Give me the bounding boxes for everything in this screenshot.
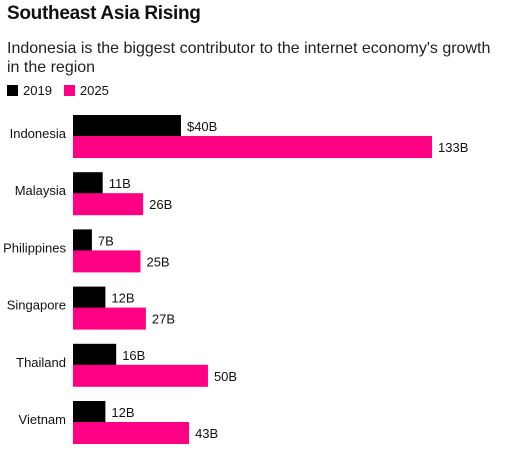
data-label-vietnam-2025: 43B [195, 426, 218, 441]
category-label-vietnam: Vietnam [19, 412, 66, 427]
legend-item-2025: 2025 [63, 83, 109, 98]
data-label-indonesia-2025: 133B [438, 140, 468, 155]
category-label-philippines: Philippines [3, 240, 66, 255]
data-label-indonesia-2019: $40B [187, 119, 217, 134]
legend: 2019 2025 [7, 83, 121, 98]
category-label-malaysia: Malaysia [15, 183, 67, 198]
data-label-malaysia-2019: 11B [109, 176, 131, 191]
bar-philippines-2019 [73, 229, 92, 252]
chart-subtitle: Indonesia is the biggest contributor to … [7, 40, 491, 76]
bar-vietnam-2019 [73, 401, 106, 423]
bar-singapore-2019 [73, 286, 106, 309]
data-label-vietnam-2019: 12B [111, 405, 134, 420]
category-label-thailand: Thailand [16, 355, 66, 370]
data-label-malaysia-2025: 26B [149, 197, 172, 212]
bar-malaysia-2025 [73, 193, 144, 216]
legend-label-2025: 2025 [79, 83, 109, 98]
legend-item-2019: 2019 [7, 83, 52, 98]
data-label-philippines-2019: 7B [98, 233, 114, 248]
category-label-singapore: Singapore [7, 298, 66, 313]
bar-vietnam-2025 [73, 422, 190, 444]
bar-indonesia-2025 [73, 136, 432, 158]
data-label-thailand-2019: 16B [122, 348, 145, 363]
bar-philippines-2025 [73, 250, 141, 273]
legend-swatch-2019 [7, 85, 18, 96]
category-label-indonesia: Indonesia [10, 126, 67, 141]
bar-indonesia-2019 [73, 115, 181, 137]
bar-malaysia-2019 [73, 172, 103, 195]
bar-thailand-2025 [73, 364, 208, 387]
legend-label-2019: 2019 [23, 83, 52, 98]
legend-swatch-2025 [63, 85, 75, 96]
data-label-philippines-2025: 25B [146, 254, 169, 269]
data-label-singapore-2025: 27B [152, 312, 175, 327]
bar-thailand-2019 [73, 343, 117, 366]
chart-title: Southeast Asia Rising [7, 3, 201, 24]
data-label-thailand-2025: 50B [214, 369, 237, 384]
bar-singapore-2025 [73, 307, 146, 330]
data-label-singapore-2019: 12B [111, 291, 134, 306]
